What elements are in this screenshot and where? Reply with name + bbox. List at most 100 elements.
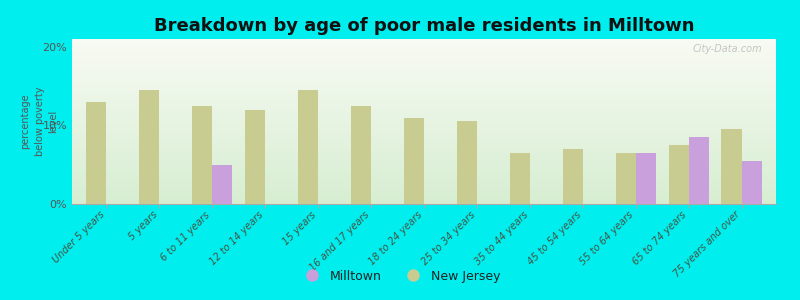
Bar [72, 79, 776, 80]
Bar [562, 149, 582, 204]
Bar [72, 106, 776, 108]
Bar [72, 59, 776, 60]
Bar [72, 44, 776, 46]
Bar [72, 135, 776, 136]
Bar [72, 131, 776, 133]
Bar [72, 102, 776, 103]
Bar [72, 145, 776, 146]
Bar [86, 102, 106, 204]
Bar [72, 75, 776, 77]
Bar [72, 74, 776, 75]
Bar [192, 106, 212, 204]
Bar [72, 199, 776, 201]
Bar [72, 169, 776, 171]
Bar [72, 179, 776, 181]
Bar [72, 118, 776, 120]
Bar [72, 87, 776, 88]
Bar [72, 158, 776, 159]
Bar [72, 105, 776, 106]
Bar [72, 123, 776, 125]
Bar [72, 67, 776, 69]
Bar [72, 161, 776, 163]
Bar [72, 56, 776, 57]
Bar [72, 110, 776, 112]
Bar [72, 174, 776, 176]
Bar [72, 50, 776, 52]
Bar [72, 188, 776, 189]
Bar [689, 137, 709, 204]
Bar [72, 168, 776, 169]
Bar [616, 153, 636, 204]
Bar [669, 145, 689, 204]
Bar [72, 65, 776, 67]
Title: Breakdown by age of poor male residents in Milltown: Breakdown by age of poor male residents … [154, 17, 694, 35]
Bar [72, 182, 776, 184]
Bar [72, 171, 776, 173]
Bar [72, 112, 776, 113]
Bar [72, 116, 776, 118]
Bar [72, 52, 776, 54]
Bar [72, 126, 776, 128]
Bar [72, 88, 776, 90]
Bar [72, 40, 776, 42]
Bar [72, 46, 776, 47]
Bar [351, 106, 371, 204]
Bar [72, 54, 776, 56]
Bar [72, 164, 776, 166]
Bar [72, 120, 776, 122]
Bar [72, 156, 776, 158]
Bar [72, 181, 776, 182]
Bar [72, 42, 776, 44]
Bar [72, 103, 776, 105]
Bar [72, 69, 776, 70]
Bar [72, 77, 776, 79]
Bar [742, 161, 762, 204]
Bar [72, 194, 776, 196]
Bar [72, 202, 776, 204]
Bar [510, 153, 530, 204]
Bar [212, 165, 232, 204]
Bar [72, 95, 776, 97]
Bar [72, 39, 776, 40]
Text: City-Data.com: City-Data.com [692, 44, 762, 54]
Bar [72, 47, 776, 49]
Legend: Milltown, New Jersey: Milltown, New Jersey [295, 265, 505, 288]
Bar [457, 122, 477, 204]
Bar [72, 108, 776, 110]
Bar [72, 70, 776, 72]
Bar [72, 176, 776, 178]
Bar [72, 60, 776, 62]
Bar [72, 72, 776, 74]
Y-axis label: percentage
below poverty
level: percentage below poverty level [21, 87, 58, 156]
Bar [72, 141, 776, 143]
Bar [72, 146, 776, 148]
Bar [636, 153, 656, 204]
Bar [298, 90, 318, 204]
Bar [72, 80, 776, 82]
Bar [72, 64, 776, 65]
Bar [72, 151, 776, 153]
Bar [72, 83, 776, 85]
Bar [72, 173, 776, 174]
Bar [245, 110, 266, 204]
Bar [139, 90, 159, 204]
Bar [72, 92, 776, 93]
Bar [72, 197, 776, 199]
Bar [72, 189, 776, 191]
Bar [72, 122, 776, 123]
Bar [72, 49, 776, 50]
Bar [72, 90, 776, 92]
Bar [72, 138, 776, 140]
Bar [404, 118, 424, 204]
Bar [72, 115, 776, 116]
Bar [722, 129, 742, 204]
Bar [72, 196, 776, 197]
Bar [72, 193, 776, 194]
Bar [72, 85, 776, 87]
Bar [72, 133, 776, 135]
Bar [72, 100, 776, 102]
Bar [72, 154, 776, 156]
Bar [72, 153, 776, 154]
Bar [72, 148, 776, 149]
Bar [72, 62, 776, 64]
